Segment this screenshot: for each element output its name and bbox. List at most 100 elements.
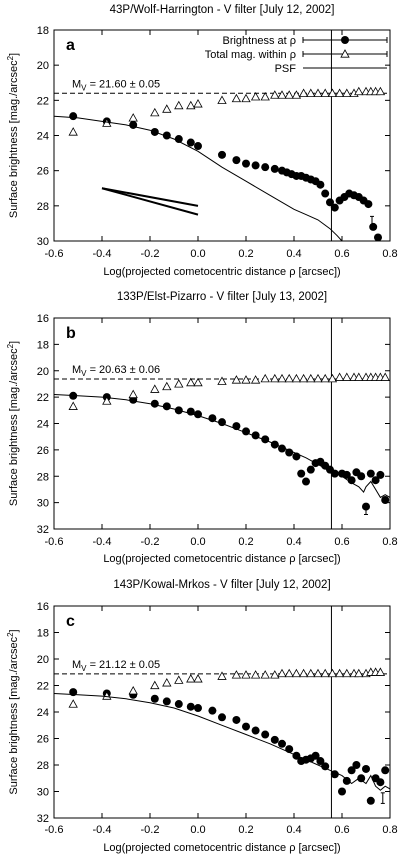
total-mag-point bbox=[334, 88, 345, 97]
mv-annotation-value: = 21.12 ± 0.05 bbox=[87, 659, 161, 671]
y-tick-label: 18 bbox=[37, 628, 49, 640]
panel-label: c bbox=[66, 613, 75, 630]
total-mag-point bbox=[277, 668, 287, 678]
brightness-point bbox=[381, 495, 390, 504]
x-tick-label: -0.6 bbox=[45, 248, 64, 260]
y-tick-label: 24 bbox=[37, 707, 49, 719]
chart-panel-a: 43P/Wolf-Harrington - V filter [July 12,… bbox=[6, 4, 398, 278]
brightness-point bbox=[150, 694, 159, 703]
y-tick-label: 30 bbox=[37, 787, 49, 799]
x-tick-label: -0.2 bbox=[141, 248, 160, 260]
mv-annotation: MV = 21.60 ± 0.05 bbox=[72, 78, 160, 92]
brightness-point bbox=[186, 138, 195, 147]
total-mag-point bbox=[241, 670, 251, 679]
total-mag-point bbox=[306, 373, 316, 383]
y-axis-label-bracket: ] bbox=[8, 629, 20, 632]
brightness-point bbox=[251, 726, 260, 735]
mv-annotation-main: M bbox=[72, 78, 81, 90]
legend-marker-circle bbox=[341, 36, 349, 44]
brightness-point bbox=[208, 706, 217, 715]
brightness-point bbox=[347, 766, 356, 775]
total-mag-point bbox=[217, 95, 227, 104]
brightness-point bbox=[316, 180, 325, 189]
x-tick-label: -0.6 bbox=[45, 536, 64, 548]
total-mag-point bbox=[102, 396, 112, 405]
total-mag-point bbox=[68, 401, 78, 410]
total-mag-point bbox=[217, 671, 227, 680]
y-tick-label: 30 bbox=[37, 498, 49, 510]
total-mag-point bbox=[354, 372, 364, 381]
brightness-point bbox=[366, 469, 375, 478]
brightness-point bbox=[347, 476, 356, 485]
total-mag-point bbox=[250, 375, 261, 384]
chart-panel-c: 143P/Kowal-Mrkos - V filter [July 12, 20… bbox=[6, 579, 398, 854]
x-tick-label: 0.8 bbox=[382, 824, 397, 836]
y-axis-label: Surface brightness [mag./arcsec2] bbox=[6, 53, 20, 218]
total-mag-point bbox=[186, 377, 196, 387]
mv-annotation-sub: V bbox=[81, 664, 87, 673]
brightness-point bbox=[316, 757, 325, 766]
total-mag-point bbox=[298, 668, 309, 678]
brightness-point bbox=[186, 407, 195, 416]
y-tick-label: 24 bbox=[37, 131, 49, 143]
brightness-point bbox=[194, 704, 202, 713]
plot-frame bbox=[53, 29, 391, 242]
total-mag-point bbox=[334, 372, 345, 381]
mv-annotation-value: = 20.63 ± 0.06 bbox=[87, 364, 161, 376]
y-tick-label: 20 bbox=[37, 60, 49, 72]
brightness-point bbox=[297, 469, 306, 478]
x-tick-label: -0.4 bbox=[93, 248, 112, 260]
total-mag-point bbox=[174, 100, 184, 110]
total-mag-point bbox=[260, 373, 270, 383]
brightness-point bbox=[186, 702, 195, 711]
y-tick-label: 26 bbox=[37, 166, 49, 178]
total-mag-point bbox=[241, 93, 251, 103]
y-tick-label: 22 bbox=[37, 392, 49, 404]
brightness-point bbox=[306, 465, 315, 474]
legend-label: PSF bbox=[275, 63, 297, 75]
brightness-point bbox=[342, 776, 351, 785]
y-axis-label: Surface brightness [mag./arcsec2] bbox=[6, 341, 20, 506]
total-mag-point bbox=[354, 86, 364, 96]
total-mag-point bbox=[102, 691, 112, 700]
total-mag-point bbox=[313, 668, 323, 678]
y-axis-label-text: Surface brightness [mag./arcsec bbox=[8, 60, 20, 218]
mv-annotation-sub: V bbox=[81, 369, 87, 378]
total-mag-point bbox=[68, 699, 78, 708]
brightness-point bbox=[321, 762, 330, 771]
y-tick-label: 24 bbox=[37, 419, 49, 431]
x-tick-label: 0.6 bbox=[334, 536, 349, 548]
mv-annotation-main: M bbox=[72, 364, 81, 376]
brightness-point bbox=[278, 739, 286, 748]
x-tick-label: -0.2 bbox=[141, 536, 160, 548]
mv-annotation: MV = 21.12 ± 0.05 bbox=[72, 659, 160, 673]
y-tick-label: 20 bbox=[37, 654, 49, 666]
brightness-point bbox=[242, 159, 250, 168]
plot-frame bbox=[53, 605, 391, 819]
x-axis-label: Log(projected cometocentric distance ρ [… bbox=[103, 842, 340, 854]
total-mag-point bbox=[342, 668, 352, 678]
brightness-point bbox=[129, 120, 138, 129]
mv-annotation-sub: V bbox=[81, 83, 87, 92]
total-mag-point bbox=[231, 375, 242, 384]
brightness-point bbox=[174, 700, 183, 709]
total-mag-point bbox=[270, 90, 280, 99]
total-mag-point bbox=[150, 107, 160, 117]
total-mag-point bbox=[327, 668, 338, 678]
y-axis-label-superscript: 2 bbox=[6, 632, 15, 637]
total-mag-point bbox=[291, 373, 302, 383]
total-mag-point bbox=[380, 372, 390, 381]
total-mag-point bbox=[375, 86, 386, 96]
total-mag-point bbox=[342, 372, 352, 381]
brightness-point bbox=[194, 142, 202, 151]
total-mag-point bbox=[298, 88, 309, 97]
brightness-point bbox=[376, 470, 385, 479]
total-mag-point bbox=[193, 674, 203, 683]
brightness-point bbox=[362, 764, 370, 773]
y-tick-label: 26 bbox=[37, 734, 49, 746]
total-mag-point bbox=[217, 376, 227, 385]
brightness-point bbox=[376, 778, 385, 787]
brightness-point bbox=[364, 200, 373, 209]
y-tick-label: 28 bbox=[37, 471, 49, 483]
x-tick-label: 0.4 bbox=[286, 248, 301, 260]
